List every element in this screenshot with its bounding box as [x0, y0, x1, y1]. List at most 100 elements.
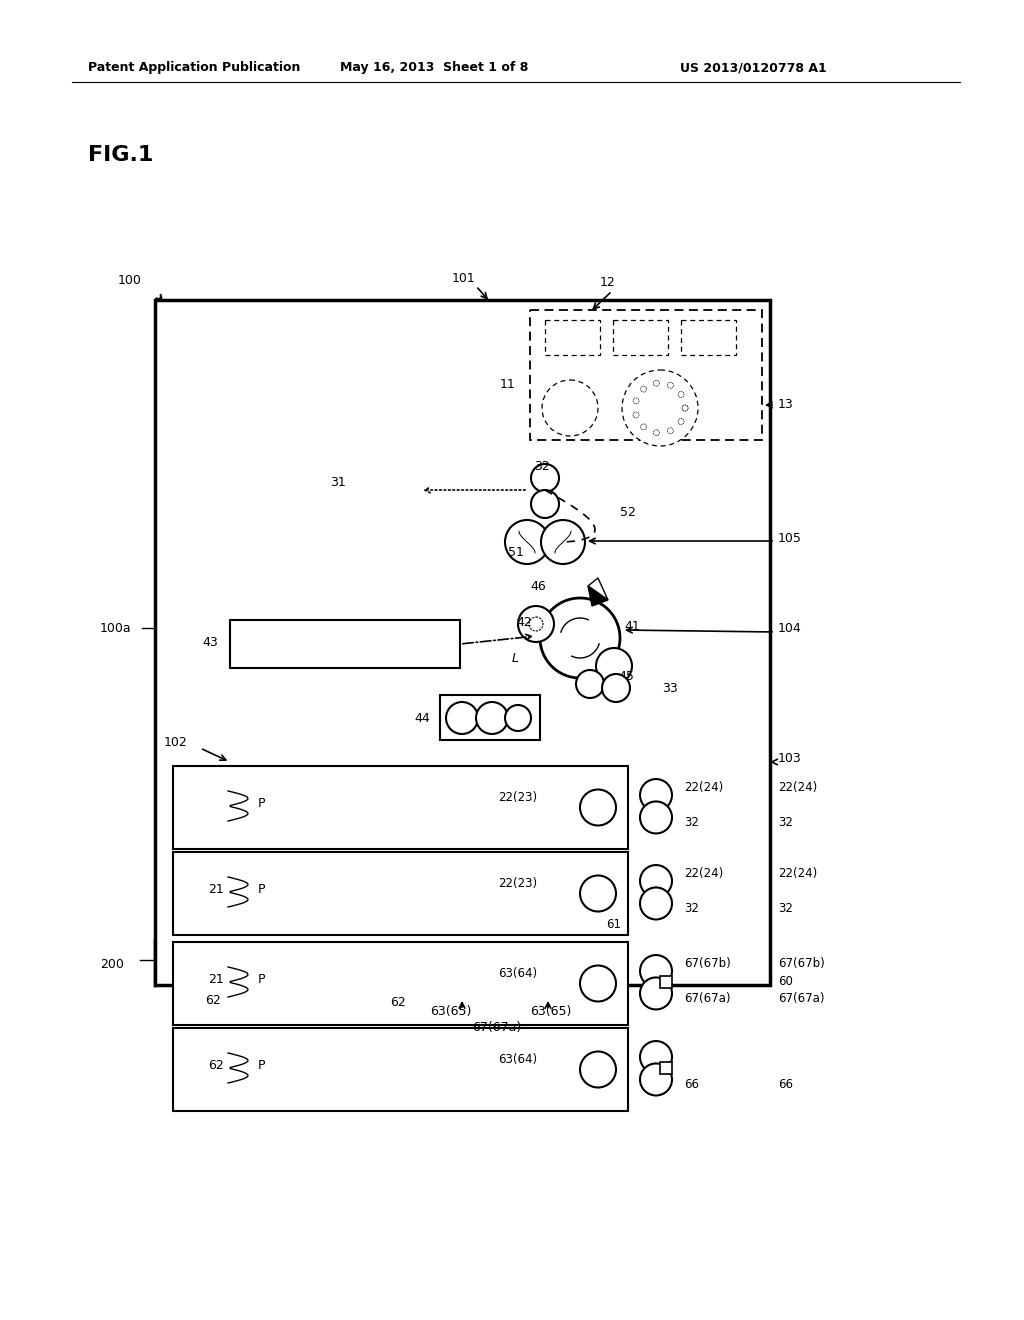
Text: 33: 33: [662, 681, 678, 694]
Circle shape: [580, 875, 616, 912]
Text: 67(67b): 67(67b): [684, 957, 731, 970]
Text: 66: 66: [684, 1078, 699, 1090]
Text: 32: 32: [778, 902, 793, 915]
Text: 43: 43: [203, 636, 218, 649]
Text: 101: 101: [452, 272, 476, 285]
Bar: [173, 942, 628, 1026]
Circle shape: [518, 606, 554, 642]
Circle shape: [668, 428, 674, 434]
Text: 21: 21: [208, 973, 224, 986]
Bar: [660, 977, 672, 989]
Circle shape: [596, 648, 632, 684]
Text: 62: 62: [390, 995, 406, 1008]
Circle shape: [678, 392, 684, 397]
Text: 67(67a): 67(67a): [684, 991, 730, 1005]
Text: 22(23): 22(23): [498, 791, 538, 804]
Text: 62: 62: [208, 1059, 224, 1072]
Text: L: L: [512, 652, 519, 664]
Polygon shape: [588, 586, 608, 606]
Bar: [173, 766, 628, 849]
Bar: [155, 300, 770, 985]
Bar: [660, 1063, 672, 1074]
Text: 100a: 100a: [100, 622, 132, 635]
Text: 63(64): 63(64): [498, 1053, 538, 1067]
Text: 12: 12: [600, 276, 615, 289]
Circle shape: [682, 405, 688, 411]
Bar: [440, 696, 540, 741]
Circle shape: [505, 520, 549, 564]
Bar: [681, 319, 736, 355]
Text: 46: 46: [530, 579, 546, 593]
Text: P: P: [258, 797, 265, 810]
Circle shape: [446, 702, 478, 734]
Circle shape: [640, 801, 672, 833]
Bar: [545, 319, 600, 355]
Text: 45: 45: [618, 669, 634, 682]
Text: 61: 61: [606, 919, 621, 932]
Text: Patent Application Publication: Patent Application Publication: [88, 62, 300, 74]
Bar: [173, 851, 628, 935]
Text: 22(24): 22(24): [684, 780, 723, 793]
Text: 51: 51: [508, 546, 524, 560]
Text: 32: 32: [778, 816, 793, 829]
Text: 63(65): 63(65): [530, 1006, 571, 1019]
Text: 100: 100: [118, 273, 142, 286]
Circle shape: [622, 370, 698, 446]
Text: 67(67a): 67(67a): [472, 1022, 521, 1035]
Circle shape: [653, 430, 659, 436]
Circle shape: [640, 977, 672, 1010]
Text: 13: 13: [778, 399, 794, 412]
Circle shape: [678, 418, 684, 425]
Bar: [613, 319, 668, 355]
Text: FIG.1: FIG.1: [88, 145, 154, 165]
Text: 52: 52: [620, 506, 636, 519]
Text: 200: 200: [100, 958, 124, 972]
Text: 63(64): 63(64): [498, 968, 538, 979]
Text: May 16, 2013  Sheet 1 of 8: May 16, 2013 Sheet 1 of 8: [340, 62, 528, 74]
Text: 32: 32: [684, 902, 698, 915]
Circle shape: [641, 387, 646, 392]
Bar: [230, 620, 460, 668]
Circle shape: [476, 702, 508, 734]
Circle shape: [640, 1064, 672, 1096]
Circle shape: [640, 887, 672, 920]
Text: 103: 103: [778, 751, 802, 764]
Text: 22(23): 22(23): [498, 876, 538, 890]
Circle shape: [580, 789, 616, 825]
Circle shape: [542, 380, 598, 436]
Text: 32: 32: [684, 816, 698, 829]
Text: 44: 44: [415, 711, 430, 725]
Bar: [530, 310, 762, 440]
Text: 41: 41: [624, 619, 640, 632]
Circle shape: [640, 1041, 672, 1073]
Circle shape: [540, 598, 620, 678]
Circle shape: [531, 490, 559, 517]
Text: 32: 32: [534, 459, 550, 473]
Circle shape: [640, 956, 672, 987]
Text: P: P: [258, 883, 265, 896]
Text: 60: 60: [778, 975, 793, 989]
Circle shape: [641, 424, 646, 430]
Text: 11: 11: [500, 379, 516, 392]
Circle shape: [668, 383, 674, 388]
Text: 104: 104: [778, 622, 802, 635]
Circle shape: [580, 1052, 616, 1088]
Bar: [173, 1028, 628, 1111]
Text: 67(67b): 67(67b): [778, 957, 824, 970]
Circle shape: [640, 865, 672, 898]
Circle shape: [505, 705, 531, 731]
Text: 62: 62: [205, 994, 221, 1006]
Circle shape: [633, 412, 639, 418]
Text: 31: 31: [330, 475, 346, 488]
Circle shape: [640, 779, 672, 810]
Circle shape: [580, 965, 616, 1002]
Circle shape: [575, 671, 604, 698]
Text: 105: 105: [778, 532, 802, 544]
Text: 102: 102: [164, 735, 187, 748]
Circle shape: [541, 520, 585, 564]
Text: 66: 66: [778, 1078, 793, 1090]
Text: US 2013/0120778 A1: US 2013/0120778 A1: [680, 62, 826, 74]
Text: 22(24): 22(24): [778, 780, 817, 793]
Circle shape: [531, 465, 559, 492]
Circle shape: [602, 675, 630, 702]
